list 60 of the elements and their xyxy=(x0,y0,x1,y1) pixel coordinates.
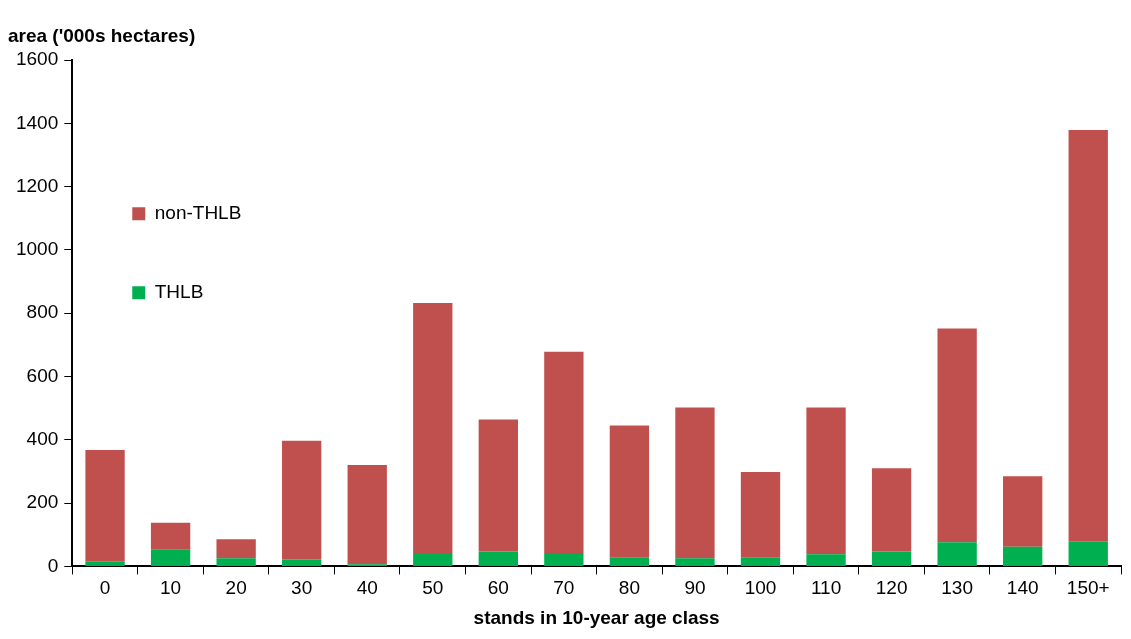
x-tick-label: 110 xyxy=(810,577,842,599)
legend-label: THLB xyxy=(154,280,204,302)
y-tick-label: 600 xyxy=(26,364,59,386)
bar xyxy=(282,440,322,560)
bar xyxy=(347,465,387,565)
x-tick-label: 50 xyxy=(422,577,444,599)
bar xyxy=(609,557,650,566)
x-tick-label: 140 xyxy=(1006,577,1039,599)
x-tick-label: 120 xyxy=(875,577,908,599)
x-axis-title: stands in 10-year age class xyxy=(473,606,720,628)
bar xyxy=(544,553,584,566)
bar xyxy=(1003,546,1043,566)
legend-label: non-THLB xyxy=(154,201,242,223)
x-tick-label: 70 xyxy=(553,577,575,599)
x-tick-label: 130 xyxy=(941,577,973,599)
x-tick-label: 0 xyxy=(99,577,111,599)
x-tick-label: 150+ xyxy=(1066,577,1110,599)
bar xyxy=(937,328,977,543)
x-tick-label: 30 xyxy=(291,577,313,599)
y-tick-label: 0 xyxy=(47,554,59,576)
bar xyxy=(1003,476,1043,547)
bar xyxy=(740,557,781,566)
bar xyxy=(544,351,584,554)
bar xyxy=(1068,541,1108,566)
bar xyxy=(216,558,256,566)
bar xyxy=(85,449,125,562)
y-tick-label: 800 xyxy=(26,301,59,323)
bar xyxy=(871,468,912,552)
bar xyxy=(150,522,191,550)
y-tick-label: 400 xyxy=(26,428,59,450)
bar xyxy=(413,554,453,566)
y-tick-label: 1400 xyxy=(15,111,59,133)
bar xyxy=(85,561,125,566)
bar xyxy=(609,425,650,558)
bar xyxy=(806,407,846,555)
bar xyxy=(937,542,977,566)
bar xyxy=(216,539,256,559)
y-axis-title: area ('000s hectares) xyxy=(8,24,196,46)
y-tick-label: 200 xyxy=(26,491,59,513)
bar xyxy=(675,407,715,559)
x-tick-label: 80 xyxy=(618,577,640,599)
x-tick-label: 40 xyxy=(356,577,378,599)
bar xyxy=(282,559,322,566)
bar xyxy=(1068,129,1108,542)
x-tick-label: 90 xyxy=(684,577,706,599)
y-tick-label: 1200 xyxy=(15,174,59,196)
bar xyxy=(478,419,518,552)
x-tick-label: 100 xyxy=(744,577,777,599)
x-tick-label: 60 xyxy=(487,577,509,599)
bar xyxy=(675,558,715,566)
x-tick-label: 20 xyxy=(225,577,247,599)
x-tick-label: 10 xyxy=(160,577,182,599)
y-tick-label: 1000 xyxy=(15,238,59,260)
bar xyxy=(413,303,453,555)
bar xyxy=(150,549,191,566)
bar xyxy=(806,554,846,566)
bar xyxy=(478,551,518,566)
bar xyxy=(871,551,912,566)
bar xyxy=(740,472,781,558)
y-tick-label: 1600 xyxy=(15,48,59,70)
